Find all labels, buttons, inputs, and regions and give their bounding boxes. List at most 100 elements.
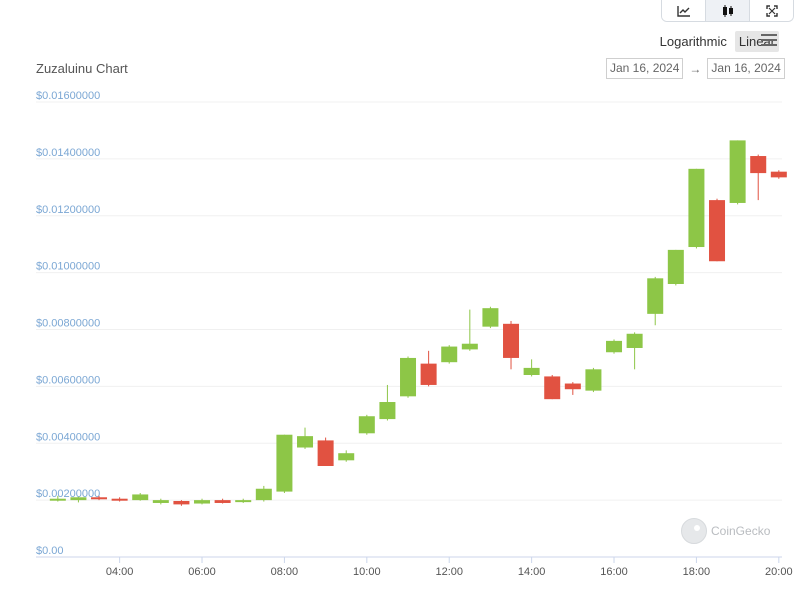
- candle-up[interactable]: [338, 450, 355, 462]
- y-tick-label: $0.01000000: [36, 261, 100, 273]
- candle-body: [441, 346, 458, 363]
- watermark-text: CoinGecko: [711, 524, 771, 538]
- coingecko-watermark: CoinGecko: [681, 518, 770, 544]
- candle-body: [750, 156, 767, 174]
- candle-up[interactable]: [729, 140, 746, 205]
- candle-body: [276, 434, 293, 492]
- hamburger-menu-icon[interactable]: [761, 34, 777, 47]
- x-tick-label: 10:00: [353, 566, 381, 578]
- date-to-input[interactable]: Jan 16, 2024: [707, 58, 785, 79]
- candle-body: [482, 308, 499, 327]
- candle-down[interactable]: [709, 198, 726, 262]
- chart-type-toolbar: [661, 0, 794, 22]
- candle-body: [564, 383, 581, 390]
- candle-body: [70, 497, 87, 501]
- candle-up[interactable]: [461, 309, 478, 351]
- candle-body: [461, 343, 478, 350]
- x-tick-label: 18:00: [683, 566, 711, 578]
- date-range-arrow: →: [689, 61, 702, 76]
- candle-up[interactable]: [70, 496, 87, 503]
- candle-body: [709, 200, 726, 262]
- y-tick-label: $0.00200000: [36, 488, 100, 500]
- y-tick-label: $0.00: [36, 545, 64, 557]
- candle-body: [420, 363, 437, 385]
- candle-down[interactable]: [770, 170, 787, 179]
- candle-body: [503, 323, 520, 358]
- candle-body: [544, 376, 561, 400]
- candle-body: [688, 168, 705, 248]
- candle-up[interactable]: [379, 384, 396, 421]
- candle-body: [647, 278, 664, 314]
- y-tick-label: $0.01600000: [36, 90, 100, 102]
- candle-up[interactable]: [152, 498, 169, 505]
- fullscreen-button[interactable]: [750, 0, 793, 21]
- y-tick-label: $0.00600000: [36, 374, 100, 386]
- candle-up[interactable]: [626, 332, 643, 370]
- candle-up[interactable]: [132, 493, 149, 501]
- candle-up[interactable]: [358, 414, 375, 435]
- candle-body: [358, 416, 375, 434]
- candle-down[interactable]: [214, 498, 231, 504]
- y-tick-label: $0.01400000: [36, 147, 100, 159]
- x-tick-label: 16:00: [600, 566, 628, 578]
- candle-body: [255, 488, 272, 501]
- candle-down[interactable]: [111, 497, 128, 502]
- candle-down[interactable]: [420, 350, 437, 387]
- candle-down[interactable]: [503, 320, 520, 370]
- candle-down[interactable]: [564, 382, 581, 395]
- candle-down[interactable]: [544, 375, 561, 400]
- candle-up[interactable]: [400, 356, 417, 398]
- candle-up[interactable]: [235, 498, 252, 503]
- candle-up[interactable]: [585, 367, 602, 393]
- logarithmic-button[interactable]: Logarithmic: [659, 34, 727, 49]
- chart-title: Zuzaluinu Chart: [36, 61, 128, 76]
- candle-down[interactable]: [173, 500, 190, 506]
- candle-up[interactable]: [297, 427, 314, 449]
- candlestick-icon: [722, 4, 733, 17]
- y-tick-label: $0.00800000: [36, 318, 100, 330]
- candle-up[interactable]: [194, 498, 211, 505]
- candle-body: [194, 500, 211, 504]
- candle-body: [317, 440, 334, 466]
- candlestick-button[interactable]: [706, 0, 750, 21]
- candle-body: [667, 249, 684, 284]
- candle-up[interactable]: [482, 306, 499, 329]
- candle-up[interactable]: [647, 276, 664, 326]
- x-tick-label: 04:00: [106, 566, 134, 578]
- candle-body: [173, 500, 190, 505]
- fullscreen-icon: [765, 4, 778, 17]
- coingecko-logo-icon: [681, 518, 707, 544]
- candle-body: [626, 333, 643, 348]
- candle-body: [91, 497, 108, 500]
- candle-body: [152, 500, 169, 503]
- candle-body: [214, 500, 231, 503]
- candle-up[interactable]: [49, 495, 66, 502]
- line-chart-icon: [676, 5, 690, 17]
- candle-up[interactable]: [255, 485, 272, 502]
- candle-body: [338, 453, 355, 461]
- x-tick-label: 12:00: [435, 566, 463, 578]
- candle-up[interactable]: [606, 339, 623, 354]
- candle-down[interactable]: [317, 437, 334, 466]
- candle-down[interactable]: [91, 495, 108, 501]
- candle-up[interactable]: [688, 168, 705, 249]
- date-from-input[interactable]: Jan 16, 2024: [606, 58, 684, 79]
- candle-down[interactable]: [750, 154, 767, 201]
- candle-body: [585, 369, 602, 391]
- candle-body: [132, 494, 149, 501]
- candle-up[interactable]: [523, 359, 540, 377]
- candle-up[interactable]: [276, 434, 293, 494]
- date-range-picker: Jan 16, 2024 → Jan 16, 2024: [606, 58, 785, 79]
- candle-body: [770, 171, 787, 178]
- candle-body: [523, 367, 540, 375]
- line-chart-button[interactable]: [662, 0, 706, 21]
- candle-up[interactable]: [441, 345, 458, 364]
- candle-body: [297, 436, 314, 448]
- x-tick-label: 08:00: [271, 566, 299, 578]
- x-tick-label: 20:00: [765, 566, 793, 578]
- candle-body: [606, 340, 623, 353]
- candle-body: [400, 357, 417, 397]
- candle-body: [49, 498, 66, 501]
- y-tick-label: $0.00400000: [36, 431, 100, 443]
- candle-up[interactable]: [667, 249, 684, 286]
